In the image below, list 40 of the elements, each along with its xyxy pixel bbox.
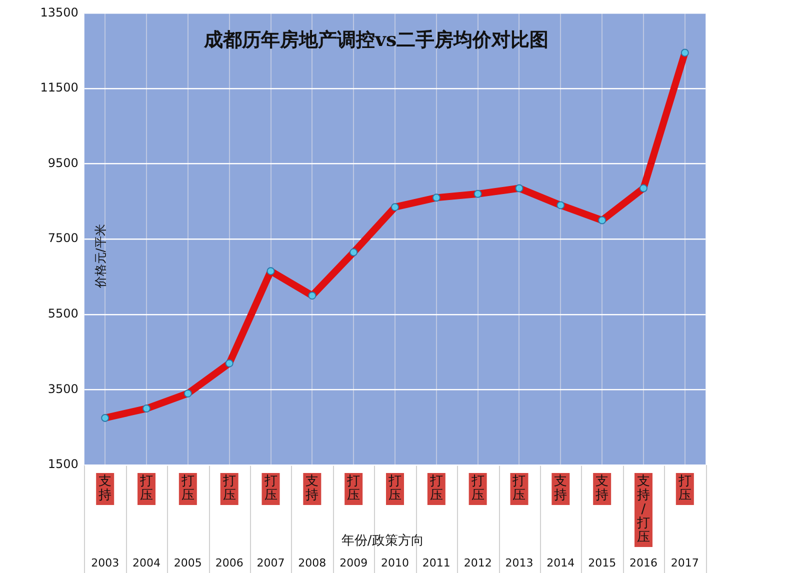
x-tick-label: 2007	[256, 556, 285, 570]
x-tick-label: 2005	[174, 556, 202, 570]
x-tick-label: 2013	[505, 556, 534, 570]
y-axis-title: 价格元/平米	[94, 224, 108, 290]
y-tick-label: 13500	[40, 5, 78, 20]
x-tick-label: 2003	[91, 556, 120, 570]
text: 打压	[470, 474, 484, 503]
text: 打压	[512, 474, 526, 503]
text: 打压	[388, 474, 402, 503]
x-tick-label: 2012	[464, 556, 492, 570]
text: 支持	[596, 474, 609, 503]
x-tick-label: 2011	[422, 556, 450, 570]
text: 打压	[677, 474, 692, 503]
y-tick-label: 11500	[40, 80, 78, 95]
text: 打压	[180, 474, 194, 503]
y-tick-label: 3500	[48, 382, 78, 396]
x-tick-label: 2006	[215, 556, 244, 570]
y-tick-label: 9500	[48, 156, 78, 170]
text: 打压	[139, 474, 154, 503]
x-tick-label: 2009	[340, 556, 368, 570]
x-tick-label: 2008	[298, 556, 326, 570]
text: 打压	[222, 474, 236, 503]
y-tick-label: 7500	[48, 231, 78, 246]
y-tick-label: 1500	[48, 457, 78, 472]
text: 支持	[306, 474, 319, 503]
text: 支持	[554, 474, 568, 503]
text: 支持/打压	[636, 474, 650, 545]
x-tick-label: 2004	[132, 556, 161, 570]
x-tick-label: 2015	[588, 556, 616, 570]
x-tick-label: 2017	[670, 556, 699, 570]
x-tick-label: 2016	[629, 556, 658, 570]
text: 打压	[346, 474, 360, 503]
text: 支持	[98, 474, 112, 503]
text: 成都历年房地产调控vs二手房均价对比图	[202, 29, 549, 52]
y-tick-label: 5500	[48, 306, 78, 321]
x-tick-label: 2014	[546, 556, 575, 570]
text: 打压	[428, 474, 443, 503]
text: 打压	[263, 474, 278, 503]
x-tick-label: 2010	[381, 556, 409, 570]
x-axis-title: 年份/政策方向	[341, 532, 424, 548]
